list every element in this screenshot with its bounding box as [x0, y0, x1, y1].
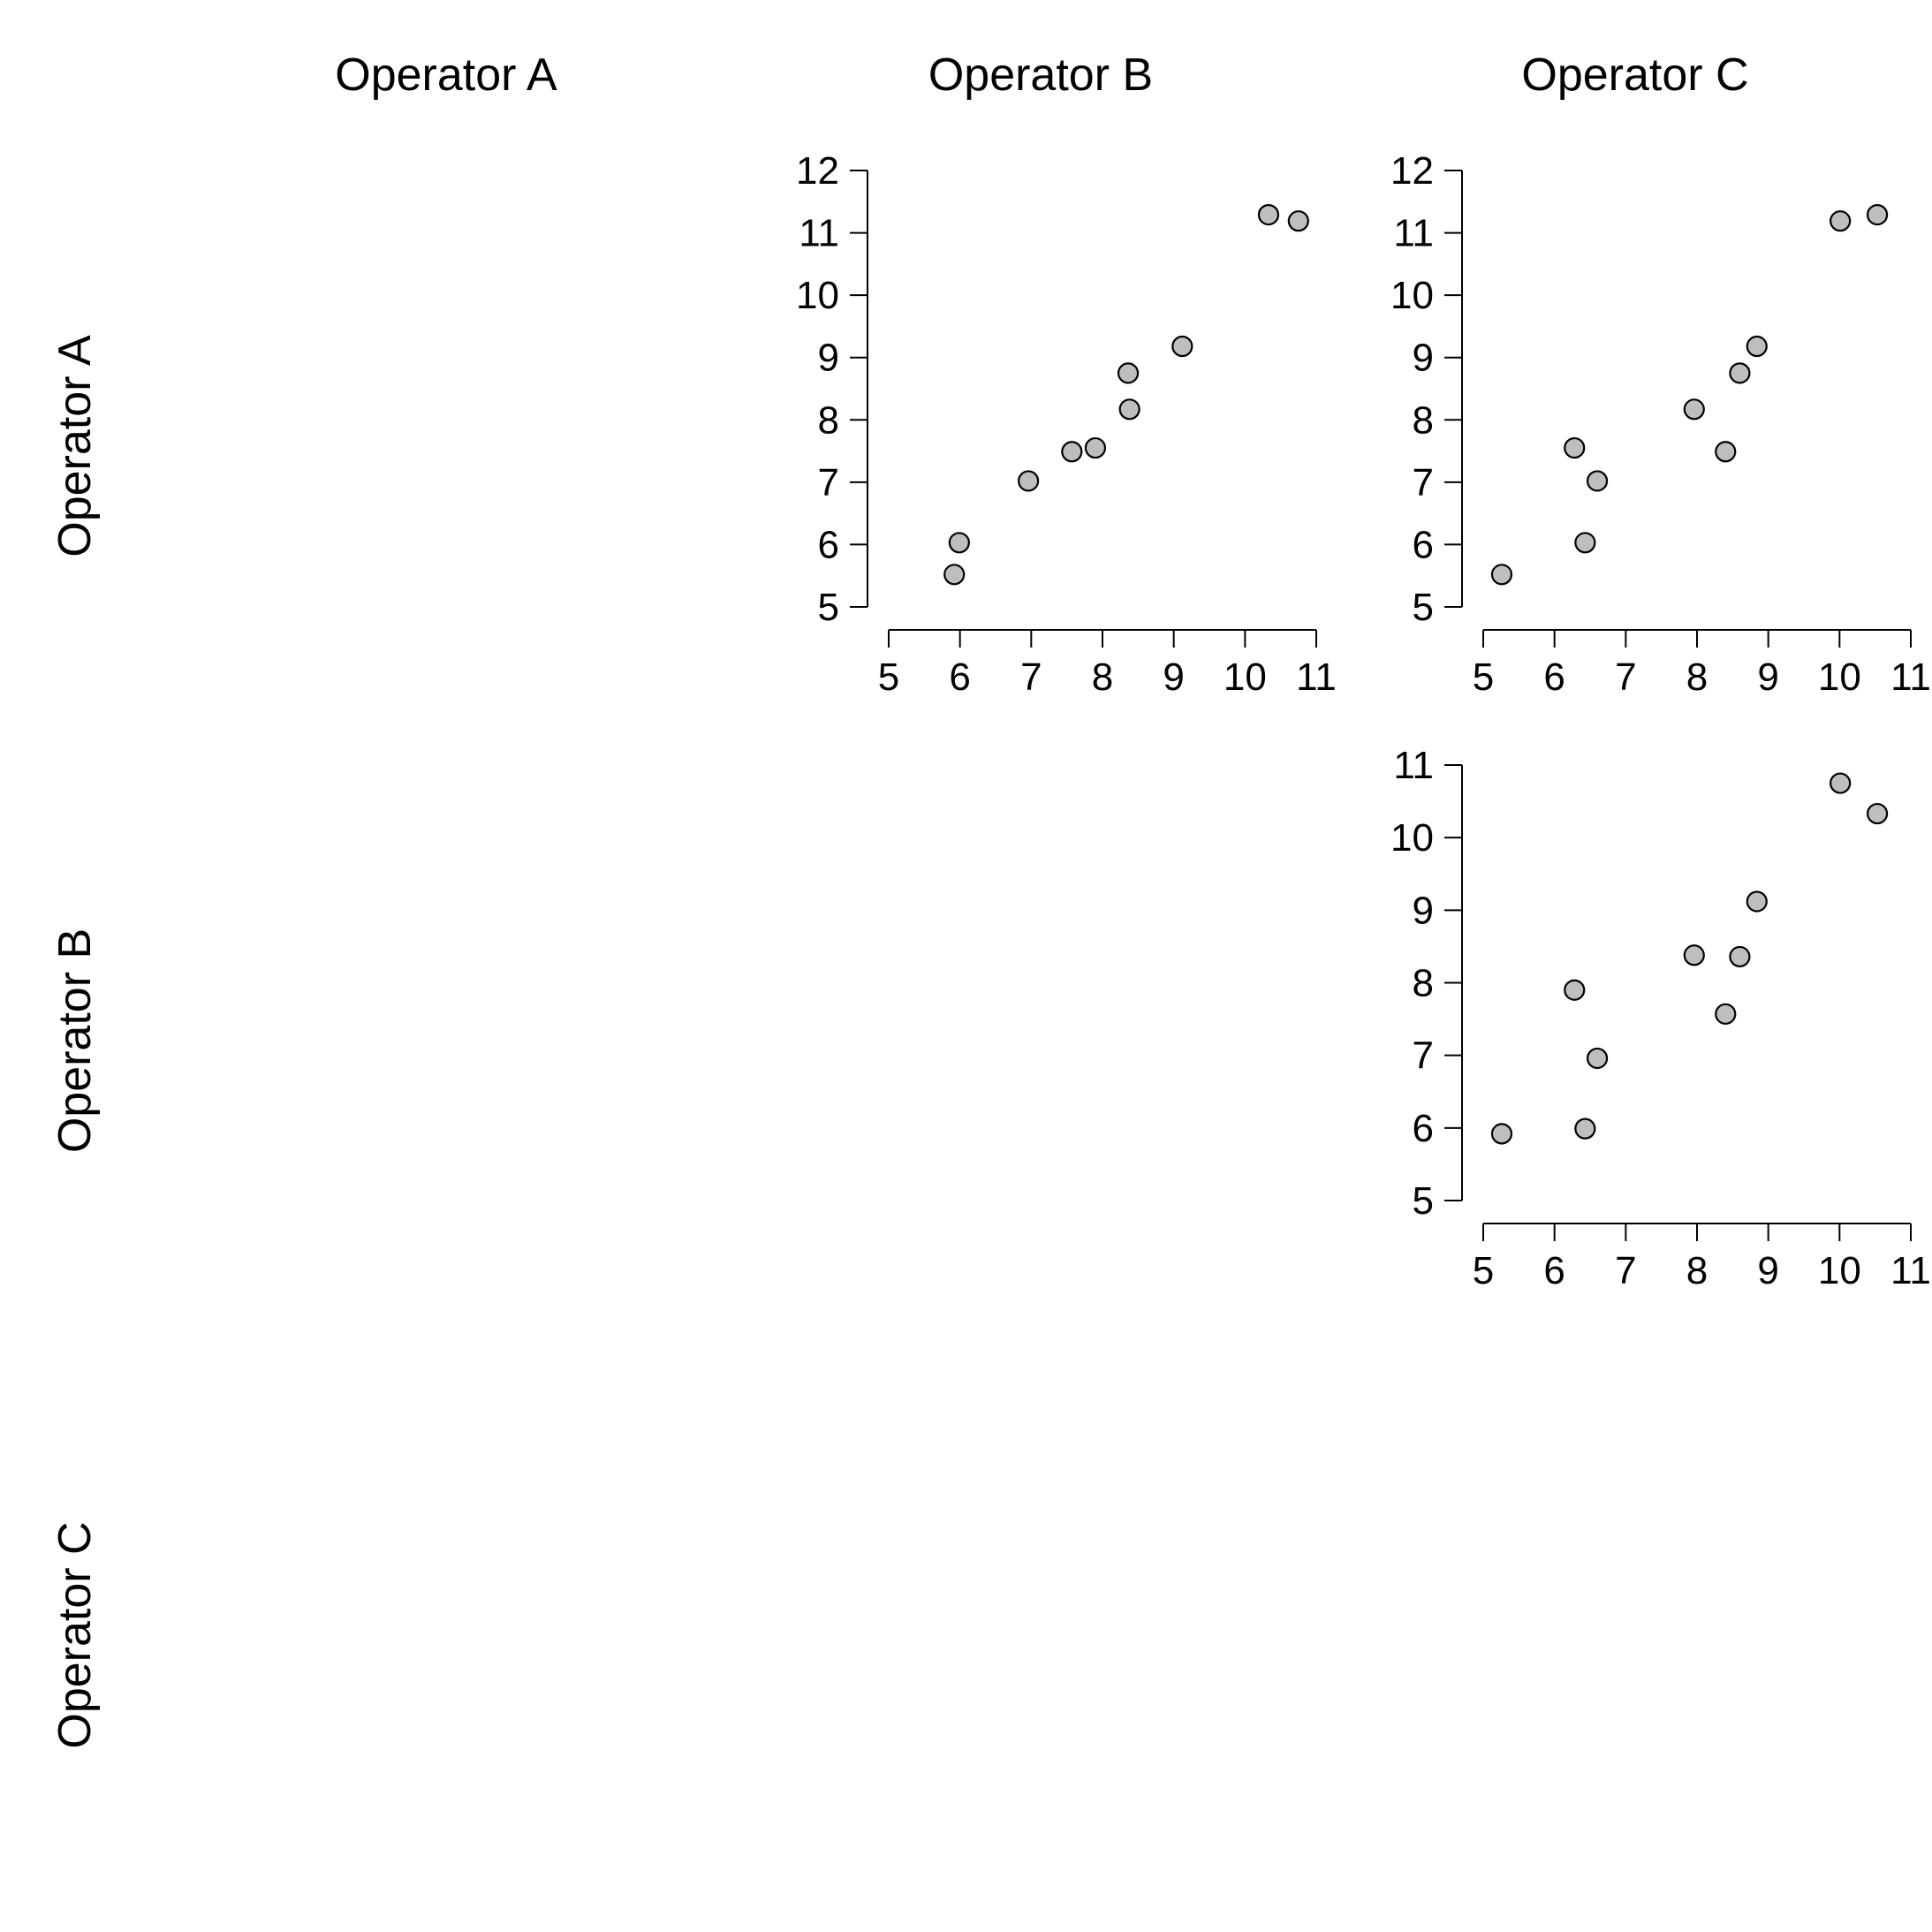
x-tick-label: 11 [1296, 655, 1337, 699]
x-tick-label: 5 [878, 655, 899, 699]
data-point [1564, 979, 1586, 1001]
data-point [1118, 398, 1140, 420]
y-tick-label: 5 [1413, 586, 1434, 629]
x-tick-label: 7 [1615, 1249, 1636, 1292]
data-point [1257, 204, 1280, 226]
x-tick-label: 10 [1818, 1249, 1861, 1292]
data-point [1564, 436, 1586, 459]
x-tick-label: 10 [1818, 655, 1861, 699]
x-tick-label: 5 [1473, 1249, 1494, 1292]
data-point [1586, 1047, 1609, 1070]
y-tick-label: 7 [818, 461, 839, 504]
x-tick-label: 7 [1020, 655, 1042, 699]
panel-operator-a-vs-operator-b: 5 6 7 8 9 10 11 12 5 6 7 8 9 10 11 [796, 149, 1337, 699]
x-tick-label: 11 [1890, 655, 1931, 699]
y-tick-label: 5 [818, 586, 839, 629]
data-point [1729, 945, 1751, 968]
data-point [1061, 441, 1083, 463]
panel-operator-a-vs-operator-c: 5 6 7 8 9 10 11 12 5 6 7 8 9 10 11 [1390, 149, 1931, 699]
y-tick-label: 6 [1413, 523, 1434, 566]
y-tick-label: 6 [818, 523, 839, 566]
panel-operator-b-vs-operator-c: 5 6 7 8 9 10 11 5 6 7 8 9 10 11 [1390, 744, 1931, 1292]
data-point [1490, 1123, 1513, 1145]
x-tick-label: 9 [1757, 655, 1778, 699]
data-point [1830, 772, 1852, 794]
x-tick-label: 6 [1543, 655, 1565, 699]
data-point [948, 532, 970, 554]
y-tick-label: 9 [1413, 337, 1434, 380]
y-tick-label: 8 [1413, 962, 1434, 1005]
y-tick-label: 6 [1413, 1107, 1434, 1150]
y-tick-label: 11 [1393, 212, 1434, 255]
data-point [1018, 470, 1040, 492]
x-tick-label: 8 [1686, 1249, 1708, 1292]
y-tick-label: 7 [1413, 1034, 1434, 1078]
data-point [1117, 362, 1140, 384]
data-point [1586, 470, 1609, 492]
x-tick-label: 9 [1757, 1249, 1778, 1292]
column-header-operator-b: Operator B [928, 49, 1153, 101]
data-point [1729, 362, 1751, 384]
data-point [1574, 532, 1596, 554]
data-point [1287, 210, 1309, 232]
row-header-operator-b: Operator B [49, 928, 101, 1153]
data-point [943, 564, 966, 586]
data-point [1715, 1003, 1737, 1025]
y-tick-label: 8 [1413, 398, 1434, 442]
data-point [1830, 210, 1852, 232]
scatter-panels: 5 6 7 8 9 10 11 12 5 6 7 8 9 10 11 5 6 7 8 9 10 11 12 5 6 7 8 9 10 11… [796, 149, 1931, 1292]
x-tick-label: 7 [1615, 655, 1636, 699]
x-tick-label: 10 [1224, 655, 1267, 699]
x-tick-label: 8 [1686, 655, 1708, 699]
y-tick-label: 7 [1413, 461, 1434, 504]
column-header-operator-a: Operator A [335, 49, 557, 101]
row-header-operator-c: Operator C [49, 1521, 101, 1748]
data-point [1746, 335, 1768, 358]
data-point [1171, 335, 1193, 358]
data-point [1746, 890, 1768, 913]
y-tick-label: 12 [1390, 149, 1434, 193]
row-header-operator-a: Operator A [49, 335, 101, 557]
column-header-operator-c: Operator C [1521, 49, 1748, 101]
y-tick-label: 9 [818, 337, 839, 380]
y-tick-label: 9 [1413, 889, 1434, 932]
data-point [1490, 564, 1513, 586]
data-point [1084, 436, 1107, 459]
x-tick-label: 8 [1092, 655, 1113, 699]
data-point [1715, 441, 1737, 463]
y-tick-label: 10 [796, 274, 839, 317]
y-tick-label: 8 [818, 398, 839, 442]
y-tick-label: 11 [799, 212, 839, 255]
x-tick-label: 6 [949, 655, 970, 699]
x-tick-label: 5 [1473, 655, 1494, 699]
y-tick-label: 5 [1413, 1179, 1434, 1223]
y-tick-label: 12 [796, 149, 839, 193]
data-point [1683, 944, 1705, 966]
data-point [1574, 1118, 1596, 1140]
data-point [1683, 398, 1705, 420]
x-tick-label: 9 [1163, 655, 1184, 699]
y-tick-label: 10 [1390, 274, 1434, 317]
data-point [1866, 204, 1889, 226]
y-tick-label: 10 [1390, 816, 1434, 860]
x-tick-label: 6 [1543, 1249, 1565, 1292]
y-tick-label: 11 [1393, 744, 1434, 787]
data-point [1866, 802, 1889, 825]
x-tick-label: 11 [1890, 1249, 1931, 1292]
